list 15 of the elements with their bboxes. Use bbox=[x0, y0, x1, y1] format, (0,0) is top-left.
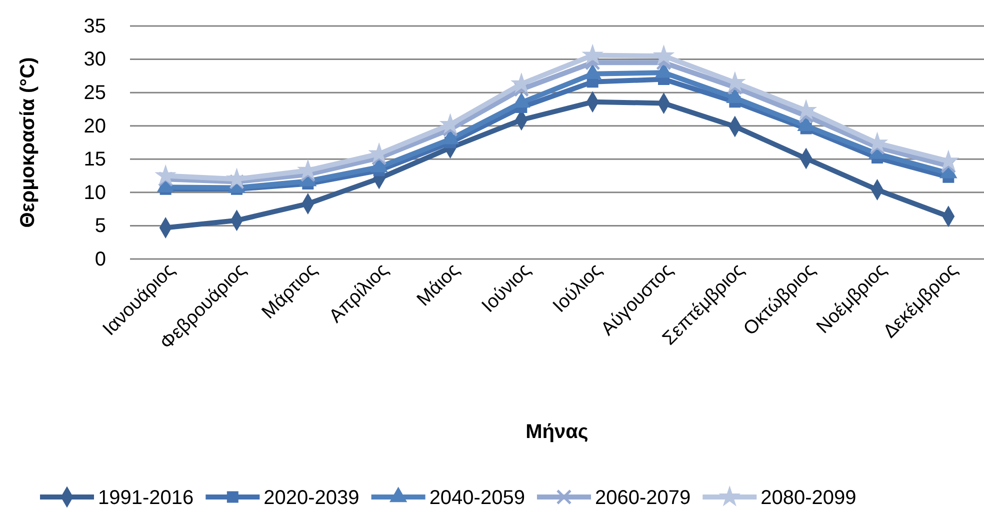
y-tick-label: 30 bbox=[84, 48, 106, 71]
y-tick-label: 35 bbox=[84, 15, 106, 38]
x-axis-title: Μήνας bbox=[526, 421, 588, 443]
legend-label: 2060-2079 bbox=[594, 487, 691, 509]
legend-label: 2020-2039 bbox=[264, 487, 360, 509]
y-tick-label: 0 bbox=[94, 248, 106, 270]
y-tick-label: 15 bbox=[84, 148, 106, 171]
y-tick-label: 10 bbox=[84, 182, 106, 204]
y-tick-label: 25 bbox=[84, 82, 106, 104]
y-axis-title: Θερμοκρασία (°C) bbox=[17, 57, 39, 228]
legend-label: 2080-2099 bbox=[760, 487, 856, 509]
legend-label: 2040-2059 bbox=[429, 487, 525, 509]
y-tick-label: 20 bbox=[84, 115, 106, 138]
legend-label: 1991-2016 bbox=[98, 487, 194, 509]
y-tick-label: 5 bbox=[94, 215, 106, 238]
